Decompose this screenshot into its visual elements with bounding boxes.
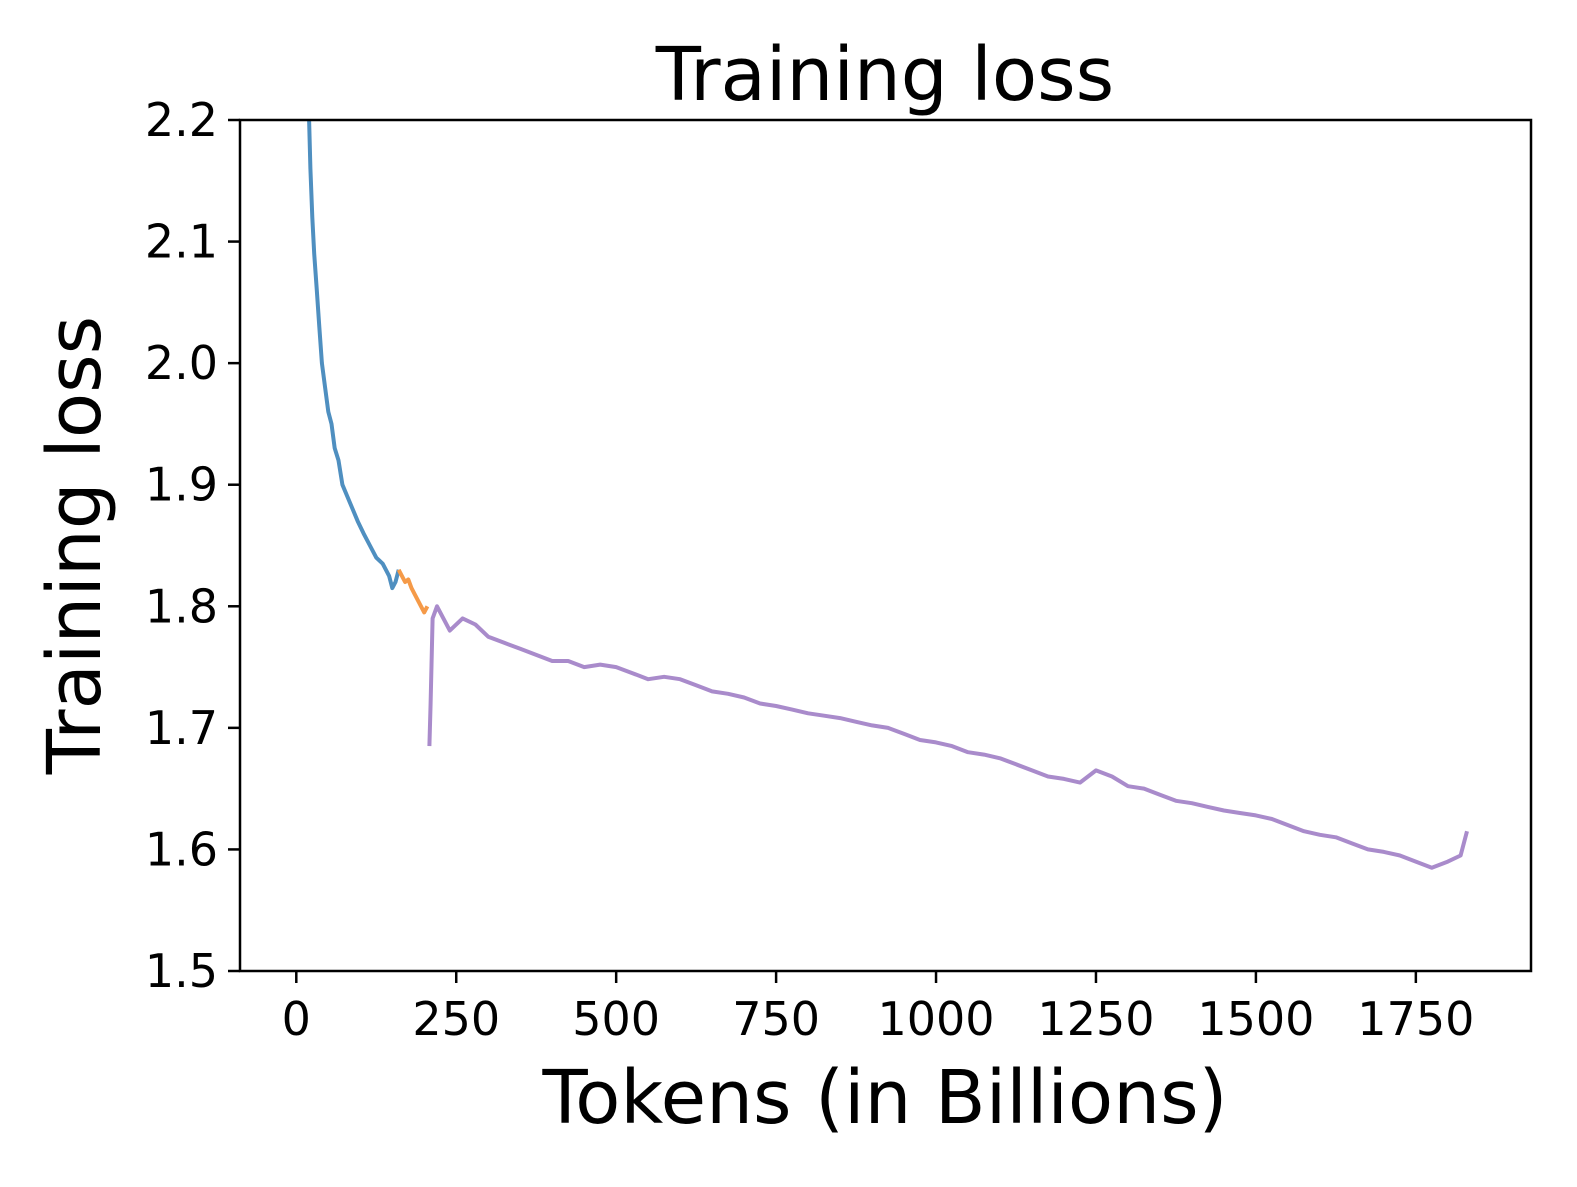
x-tick-label: 1000 xyxy=(878,992,995,1046)
x-tick-label: 500 xyxy=(572,992,660,1046)
y-tick-label: 1.8 xyxy=(145,579,218,633)
plot-frame xyxy=(238,118,1533,973)
x-tick-label: 1500 xyxy=(1197,992,1314,1046)
chart-title: Training loss xyxy=(655,32,1114,118)
x-axis-label: Tokens (in Billions) xyxy=(541,1055,1227,1141)
series-line-1 xyxy=(307,120,401,591)
x-tick-label: 250 xyxy=(412,992,500,1046)
x-tick-label: 0 xyxy=(282,992,311,1046)
series-line-3 xyxy=(427,604,1469,870)
y-tick-label: 1.9 xyxy=(145,458,218,512)
series-layer xyxy=(307,120,1469,870)
y-axis-label: Training loss xyxy=(32,316,118,775)
y-tick-label: 1.7 xyxy=(145,701,218,755)
y-tick-label: 2.1 xyxy=(145,215,218,269)
y-tick-label: 2.2 xyxy=(145,93,218,147)
x-axis-ticks: 0 250 500 750 1000 1250 1500 1750 xyxy=(282,971,1474,1046)
series-line-2 xyxy=(396,568,430,615)
y-tick-label: 1.6 xyxy=(145,822,218,876)
x-tick-label: 1750 xyxy=(1357,992,1474,1046)
y-tick-label: 2.0 xyxy=(145,336,218,390)
x-tick-label: 1250 xyxy=(1037,992,1154,1046)
y-axis-ticks: 1.5 1.6 1.7 1.8 1.9 2.0 2.1 2.2 xyxy=(145,93,240,998)
y-tick-label: 1.5 xyxy=(145,944,218,998)
x-tick-label: 750 xyxy=(732,992,820,1046)
